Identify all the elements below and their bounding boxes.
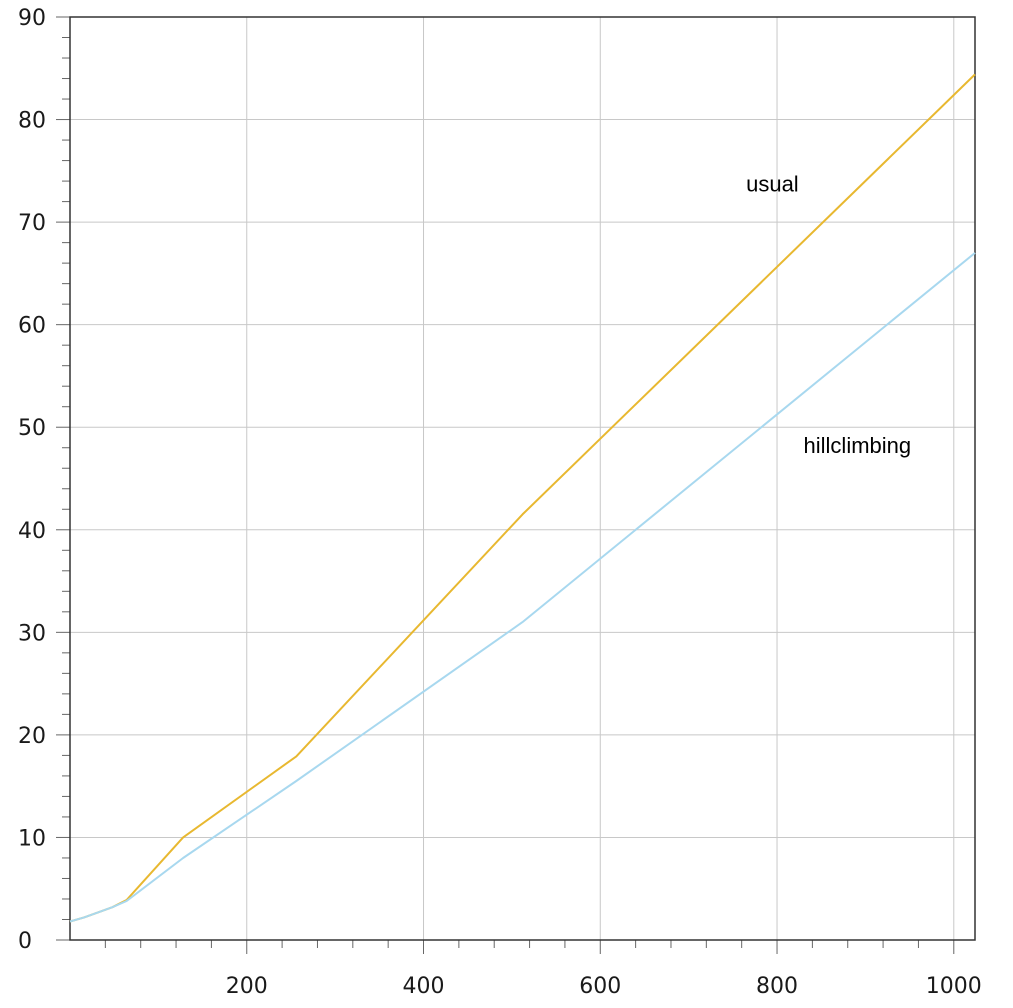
series-lines bbox=[69, 73, 976, 923]
y-tick-label: 0 bbox=[18, 929, 32, 954]
x-axis-tick-labels: 200 400 600 800 1000 bbox=[226, 974, 982, 999]
series-line-hillclimbing bbox=[69, 252, 976, 923]
x-tick-label: 800 bbox=[756, 974, 798, 999]
series-label-usual: usual bbox=[746, 171, 799, 196]
series-labels: usual hillclimbing bbox=[746, 171, 911, 458]
y-tick-label: 20 bbox=[18, 724, 46, 749]
y-tick-label: 70 bbox=[18, 211, 46, 236]
x-tick-label: 1000 bbox=[926, 974, 982, 999]
series-line-usual bbox=[69, 73, 976, 923]
grid-lines bbox=[70, 17, 975, 940]
y-tick-label: 80 bbox=[18, 109, 46, 134]
y-tick-label: 30 bbox=[18, 621, 46, 646]
x-tick-label: 200 bbox=[226, 974, 268, 999]
minor-tick-marks bbox=[56, 16, 955, 954]
series-label-hillclimbing: hillclimbing bbox=[804, 433, 912, 458]
x-tick-label: 600 bbox=[579, 974, 621, 999]
y-tick-label: 60 bbox=[18, 314, 46, 339]
x-tick-label: 400 bbox=[403, 974, 445, 999]
y-tick-label: 40 bbox=[18, 519, 46, 544]
y-axis-tick-labels: 0 10 20 30 40 50 60 70 80 90 bbox=[18, 6, 46, 954]
plot-frame bbox=[69, 16, 976, 941]
y-tick-label: 10 bbox=[18, 826, 46, 851]
y-tick-label: 50 bbox=[18, 416, 46, 441]
y-tick-label: 90 bbox=[18, 6, 46, 31]
